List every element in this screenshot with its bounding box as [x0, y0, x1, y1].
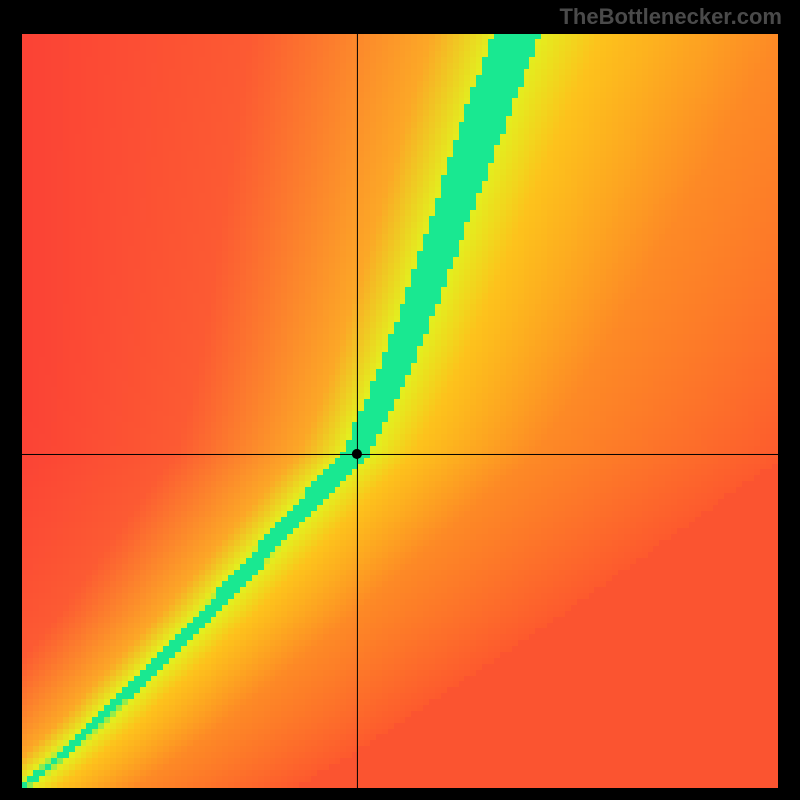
bottleneck-heatmap: [22, 34, 778, 788]
watermark-text: TheBottlenecker.com: [559, 4, 782, 30]
